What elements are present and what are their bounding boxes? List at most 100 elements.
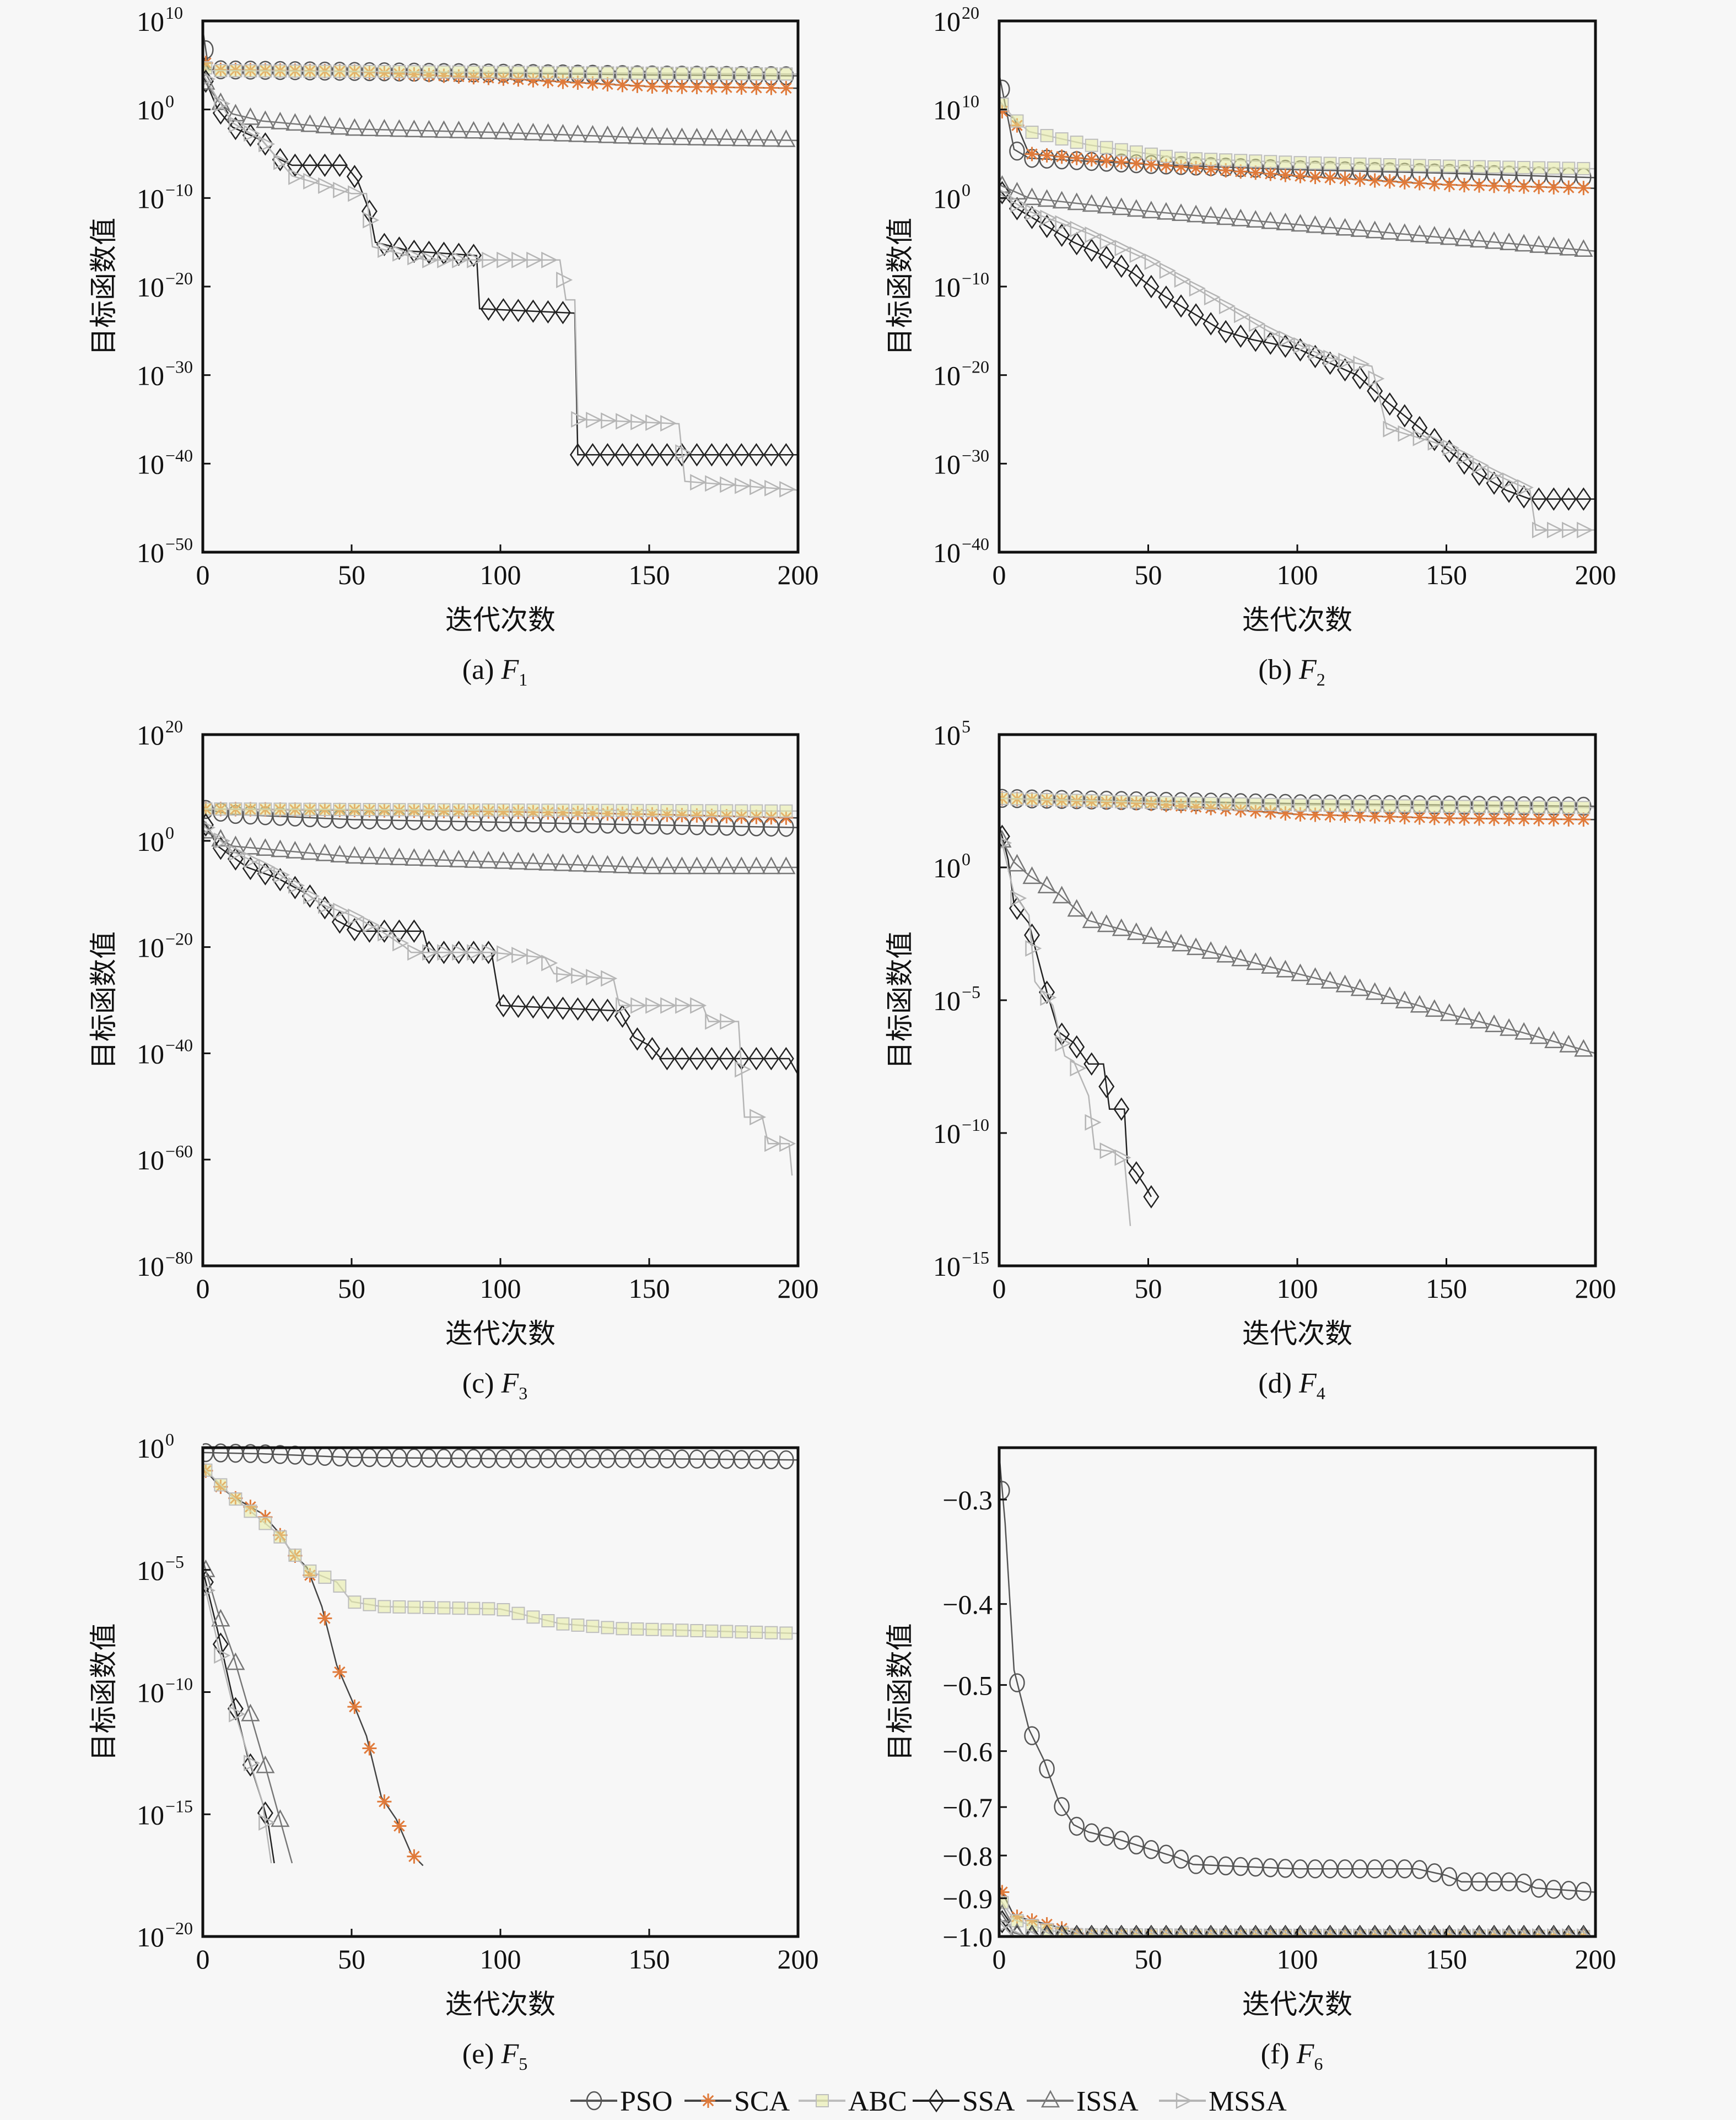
marker-sca xyxy=(1457,178,1471,193)
marker-abc xyxy=(1338,799,1352,812)
marker-sca xyxy=(1248,165,1263,180)
marker-mssa xyxy=(244,851,261,869)
marker-ssa xyxy=(778,1046,794,1071)
marker-ssa xyxy=(1247,1924,1264,1938)
marker-abc xyxy=(660,1623,674,1637)
marker-mssa xyxy=(1233,306,1251,323)
marker-sca xyxy=(1457,811,1471,826)
x-tick-label: 200 xyxy=(778,1273,819,1304)
axes-frame xyxy=(201,19,800,554)
marker-issa xyxy=(1574,239,1593,257)
y-tick-label: 10 xyxy=(933,449,961,479)
marker-mssa xyxy=(675,444,692,461)
marker-ssa xyxy=(540,996,556,1019)
x-axis-label: 迭代次数 xyxy=(445,604,556,636)
marker-ssa xyxy=(510,994,526,1018)
marker-mssa xyxy=(1114,240,1131,257)
marker-abc xyxy=(1308,156,1322,170)
marker-issa xyxy=(732,856,751,875)
marker-abc xyxy=(273,802,287,816)
marker-mssa xyxy=(556,271,573,288)
y-tick-exponent: −40 xyxy=(962,534,989,554)
marker-issa xyxy=(1112,197,1131,215)
marker-abc xyxy=(229,802,242,816)
x-tick-label: 50 xyxy=(1135,559,1162,590)
marker-mssa xyxy=(616,413,633,430)
marker-ssa xyxy=(1545,487,1562,511)
marker-issa xyxy=(1469,1011,1489,1029)
marker-mssa xyxy=(1398,425,1415,442)
marker-abc xyxy=(1159,796,1173,810)
marker-issa xyxy=(1529,235,1549,253)
marker-ssa xyxy=(614,443,630,467)
marker-issa xyxy=(553,853,573,871)
y-tick-label: −1.0 xyxy=(942,1922,993,1952)
marker-pso xyxy=(1069,1816,1085,1836)
marker-abc xyxy=(273,1530,287,1544)
marker-issa xyxy=(1410,224,1429,242)
marker-ssa xyxy=(540,300,556,324)
y-tick-label: 10 xyxy=(137,1038,164,1069)
marker-sca xyxy=(317,1611,332,1626)
marker-abc xyxy=(348,802,362,816)
marker-ssa xyxy=(1277,334,1293,358)
marker-abc xyxy=(437,65,451,79)
marker-issa xyxy=(256,838,275,856)
marker-abc xyxy=(392,803,406,817)
marker-ssa xyxy=(1247,328,1264,352)
marker-mssa xyxy=(273,153,290,170)
marker-sca xyxy=(1517,179,1532,194)
marker-mssa xyxy=(407,944,424,961)
marker-mssa xyxy=(1502,472,1519,489)
marker-ssa xyxy=(227,116,244,141)
marker-sca xyxy=(1293,169,1308,184)
marker-issa xyxy=(538,853,558,871)
marker-ssa xyxy=(1426,1924,1443,1938)
marker-ssa xyxy=(1397,1924,1413,1938)
marker-mssa xyxy=(1144,253,1161,271)
y-tick-label: 10 xyxy=(933,720,961,751)
marker-abc xyxy=(1219,153,1233,167)
legend-label: ISSA xyxy=(1076,2086,1139,2117)
marker-issa xyxy=(256,1755,275,1773)
marker-abc xyxy=(333,802,347,816)
legend-circle-icon xyxy=(586,2091,602,2111)
marker-mssa xyxy=(1517,479,1534,496)
marker-abc xyxy=(1293,798,1307,812)
plot-area xyxy=(999,74,1596,538)
marker-issa xyxy=(1484,231,1504,249)
marker-ssa xyxy=(1411,1924,1428,1938)
marker-mssa xyxy=(586,969,603,986)
marker-ssa xyxy=(584,443,601,467)
marker-ssa xyxy=(1441,1924,1458,1938)
marker-abc xyxy=(735,67,748,80)
marker-sca xyxy=(1352,172,1367,187)
marker-ssa xyxy=(1054,1924,1070,1938)
marker-abc xyxy=(1070,136,1083,149)
x-tick-label: 50 xyxy=(338,559,365,590)
y-tick-exponent: 20 xyxy=(165,716,183,736)
marker-issa xyxy=(553,123,573,142)
marker-issa xyxy=(360,118,379,137)
marker-issa xyxy=(1246,952,1265,970)
marker-issa xyxy=(732,128,751,147)
marker-ssa xyxy=(1054,223,1070,247)
y-tick-exponent: −80 xyxy=(165,1248,193,1267)
marker-ssa xyxy=(1143,274,1160,299)
marker-mssa xyxy=(571,411,588,428)
y-tick-label: 10 xyxy=(137,183,164,214)
y-tick-exponent: 5 xyxy=(962,716,971,736)
marker-ssa xyxy=(1173,1924,1189,1938)
marker-issa xyxy=(1171,203,1191,221)
panel-caption: (b) F2 xyxy=(1258,654,1325,689)
marker-abc xyxy=(511,66,525,79)
marker-ssa xyxy=(1501,1924,1517,1938)
marker-abc xyxy=(1502,160,1516,174)
marker-ssa xyxy=(510,299,526,322)
marker-issa xyxy=(1410,995,1429,1013)
marker-abc xyxy=(1159,149,1173,163)
marker-abc xyxy=(378,64,391,78)
marker-abc xyxy=(1338,157,1352,171)
marker-ssa xyxy=(703,443,720,467)
legend-item-issa: ISSA xyxy=(1027,2086,1139,2117)
